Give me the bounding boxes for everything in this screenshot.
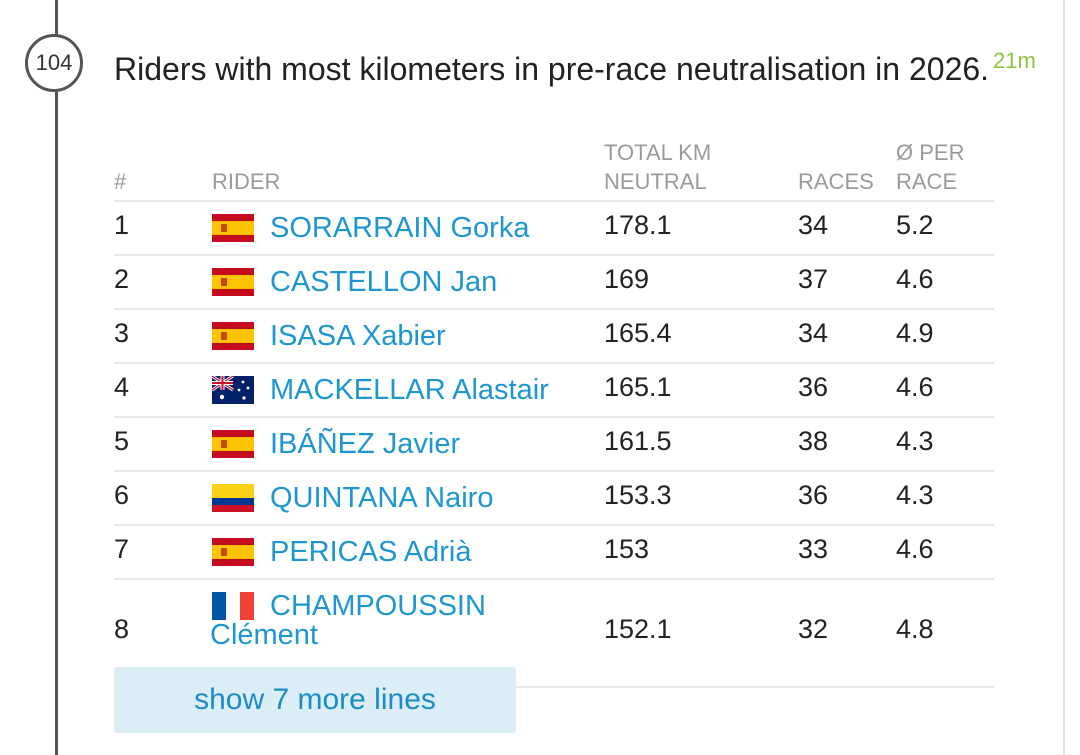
rank-cell: 8 xyxy=(114,614,130,644)
table-row: 3 ISASA Xabier 165.4 34 4.9 xyxy=(114,310,994,364)
rider-name-link[interactable]: CHAMPOUSSIN Clément xyxy=(210,590,486,651)
total-km-cell: 165.1 xyxy=(604,372,672,402)
header-rank: # xyxy=(114,169,127,194)
post-number-badge: 104 xyxy=(25,34,83,92)
avg-per-race-cell: 4.8 xyxy=(896,614,934,644)
spain-flag-icon xyxy=(212,268,254,296)
rider-name-link[interactable]: PERICAS Adrià xyxy=(270,536,472,568)
riders-table: # RIDER TOTAL KM NEUTRAL RACES Ø PER RAC… xyxy=(114,134,994,688)
rider-name-link[interactable]: ISASA Xabier xyxy=(270,320,446,352)
rank-cell: 2 xyxy=(114,264,130,294)
table-row: 2 CASTELLON Jan 169 37 4.6 xyxy=(114,256,994,310)
header-avg-line2: RACE xyxy=(896,169,958,194)
avg-per-race-cell: 4.9 xyxy=(896,318,934,348)
races-cell: 37 xyxy=(798,264,829,294)
avg-per-race-cell: 5.2 xyxy=(896,210,934,240)
table-row: 4 MACKELLAR Alastair 165.1 36 4.6 xyxy=(114,364,994,418)
races-cell: 33 xyxy=(798,534,829,564)
rank-cell: 6 xyxy=(114,480,130,510)
header-rider: RIDER xyxy=(212,169,281,194)
header-races: RACES xyxy=(798,169,874,194)
post-timestamp: 21m xyxy=(993,48,1036,73)
header-total-km-line2: NEUTRAL xyxy=(604,169,707,194)
rider-name-link[interactable]: CASTELLON Jan xyxy=(270,266,498,298)
avg-per-race-cell: 4.3 xyxy=(896,426,934,456)
total-km-cell: 153.3 xyxy=(604,480,672,510)
spain-flag-icon xyxy=(212,214,254,242)
avg-per-race-cell: 4.6 xyxy=(896,534,934,564)
races-cell: 38 xyxy=(798,426,829,456)
right-border xyxy=(1063,0,1065,755)
timeline-line xyxy=(55,0,58,755)
avg-per-race-cell: 4.3 xyxy=(896,480,934,510)
rank-cell: 5 xyxy=(114,426,130,456)
header-total-km: TOTAL KM NEUTRAL xyxy=(604,138,711,196)
colombia-flag-icon xyxy=(212,484,254,512)
spain-flag-icon xyxy=(212,538,254,566)
france-flag-icon xyxy=(212,592,254,620)
rider-name-link[interactable]: MACKELLAR Alastair xyxy=(270,374,549,406)
avg-per-race-cell: 4.6 xyxy=(896,264,934,294)
table-header: # RIDER TOTAL KM NEUTRAL RACES Ø PER RAC… xyxy=(114,134,994,202)
table-row: 1 SORARRAIN Gorka 178.1 34 5.2 xyxy=(114,202,994,256)
spain-flag-icon xyxy=(212,322,254,350)
races-cell: 36 xyxy=(798,372,829,402)
table-row: 6 QUINTANA Nairo 153.3 36 4.3 xyxy=(114,472,994,526)
rider-name-link[interactable]: SORARRAIN Gorka xyxy=(270,212,530,244)
total-km-cell: 161.5 xyxy=(604,426,672,456)
rank-cell: 1 xyxy=(114,210,130,240)
total-km-cell: 169 xyxy=(604,264,650,294)
races-cell: 36 xyxy=(798,480,829,510)
total-km-cell: 152.1 xyxy=(604,614,672,644)
races-cell: 34 xyxy=(798,318,829,348)
post-title: Riders with most kilometers in pre-race … xyxy=(114,51,990,87)
australia-flag-icon xyxy=(212,376,254,404)
header-avg: Ø PER RACE xyxy=(896,138,964,196)
races-cell: 32 xyxy=(798,614,829,644)
rank-cell: 4 xyxy=(114,372,130,402)
table-row: 7 PERICAS Adrià 153 33 4.6 xyxy=(114,526,994,580)
show-more-button[interactable]: show 7 more lines xyxy=(114,667,516,733)
table-body: 1 SORARRAIN Gorka 178.1 34 5.2 2 CASTELLON Jan… xyxy=(114,202,994,688)
table-row: 8 CHAMPOUSSIN Clément 152.1 32 4.8 xyxy=(114,580,994,688)
total-km-cell: 178.1 xyxy=(604,210,672,240)
rider-name-link[interactable]: IBÁÑEZ Javier xyxy=(270,428,461,460)
total-km-cell: 165.4 xyxy=(604,318,672,348)
races-cell: 34 xyxy=(798,210,829,240)
spain-flag-icon xyxy=(212,430,254,458)
total-km-cell: 153 xyxy=(604,534,650,564)
rank-cell: 7 xyxy=(114,534,130,564)
header-avg-line1: Ø PER xyxy=(896,140,965,165)
rider-name-link[interactable]: QUINTANA Nairo xyxy=(270,482,494,514)
avg-per-race-cell: 4.6 xyxy=(896,372,934,402)
header-total-km-line1: TOTAL KM xyxy=(604,140,712,165)
rank-cell: 3 xyxy=(114,318,130,348)
table-row: 5 IBÁÑEZ Javier 161.5 38 4.3 xyxy=(114,418,994,472)
